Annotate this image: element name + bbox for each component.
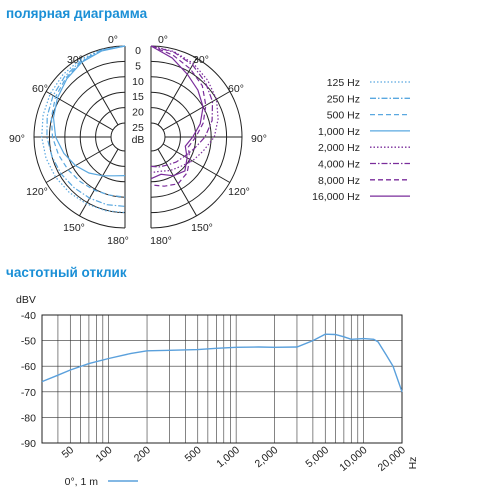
polar-legend-label: 16,000 Hz <box>312 191 360 203</box>
polar-left-spoke <box>79 148 119 217</box>
polar-angle-label: 180° <box>150 235 172 247</box>
polar-series-line <box>150 45 214 168</box>
polar-series-line <box>150 45 207 187</box>
polar-left-spoke <box>79 57 119 126</box>
polar-right-spoke <box>162 143 231 183</box>
fr-y-axis-label: dBV <box>16 294 36 306</box>
polar-legend-label: 2,000 Hz <box>318 142 360 154</box>
polar-legend-label: 250 Hz <box>327 93 360 105</box>
polar-legend-label: 8,000 Hz <box>318 175 360 187</box>
frequency-response-chart: -40 -50 -60 -70 -80 -90 dBV 50 100 200 500 1,000 2,0… <box>16 294 419 488</box>
polar-legend-label: 500 Hz <box>327 110 360 122</box>
polar-radial-tick-label: 15 <box>132 91 144 103</box>
fr-x-tick-label: 10,000 <box>337 444 369 474</box>
polar-radial-axis-label: dB <box>132 134 145 146</box>
polar-series-line <box>41 45 126 214</box>
polar-left-ring <box>110 122 126 152</box>
fr-x-tick-label: 200 <box>132 444 153 465</box>
polar-angle-label: 180° <box>107 235 129 247</box>
polar-right-ring <box>150 122 166 152</box>
polar-radial-tick-label: 5 <box>135 60 141 72</box>
polar-series-line <box>52 45 126 177</box>
polar-angle-label: 60° <box>32 83 48 95</box>
fr-x-tick-label: 50 <box>60 444 77 461</box>
fr-x-tick-label: 1,000 <box>214 444 242 470</box>
polar-angle-label: 90° <box>251 133 267 145</box>
fr-x-axis-label: Hz <box>407 457 419 470</box>
polar-left-grid <box>33 45 126 229</box>
fr-y-tick-label: -40 <box>21 310 36 322</box>
polar-legend-label: 4,000 Hz <box>318 159 360 171</box>
frequency-response-title: частотный отклик <box>6 265 127 280</box>
fr-y-tick-label: -60 <box>21 361 36 373</box>
polar-right-spoke <box>162 91 231 131</box>
polar-angle-label: 90° <box>9 133 25 145</box>
polar-series-line <box>46 45 126 207</box>
polar-center-band <box>126 42 150 232</box>
fr-y-tick-label: -70 <box>21 387 36 399</box>
polar-radial-tick-label: 25 <box>132 122 144 134</box>
polar-angle-label: 60° <box>228 83 244 95</box>
fr-y-tick-label: -50 <box>21 336 36 348</box>
polar-angle-label: 30° <box>193 54 209 66</box>
polar-legend-label: 125 Hz <box>327 77 360 89</box>
polar-series-line <box>150 45 219 174</box>
fr-x-tick-label: 500 <box>183 444 204 465</box>
polar-left-spoke <box>45 143 114 183</box>
polar-angle-label: 120° <box>228 186 250 198</box>
polar-legend-label: 1,000 Hz <box>318 126 360 138</box>
polar-diagram-title: полярная диаграмма <box>6 6 148 21</box>
polar-series-line <box>150 45 204 180</box>
fr-plot-frame <box>41 314 403 444</box>
polar-right-spoke <box>157 148 197 217</box>
fr-x-tick-label: 100 <box>93 444 114 465</box>
polar-angle-label: 150° <box>63 222 85 234</box>
fr-y-tick-label: -90 <box>21 438 36 450</box>
polar-angle-label: 150° <box>191 222 213 234</box>
polar-series-line <box>50 45 126 198</box>
polar-radial-tick-label: 20 <box>132 107 144 119</box>
polar-right-grid <box>150 45 243 229</box>
polar-angle-label: 0° <box>158 34 168 46</box>
fr-legend-label: 0°, 1 m <box>65 476 99 488</box>
fr-x-tick-label: 2,000 <box>253 444 281 470</box>
polar-angle-label: 120° <box>26 186 48 198</box>
polar-right-spoke <box>157 57 197 126</box>
fr-x-tick-label: 5,000 <box>303 444 331 470</box>
fr-x-tick-label: 20,000 <box>376 444 408 474</box>
polar-angle-label: 0° <box>108 34 118 46</box>
polar-radial-tick-label: 0 <box>135 45 141 57</box>
polar-radial-tick-label: 10 <box>132 76 144 88</box>
fr-y-tick-label: -80 <box>21 412 36 424</box>
fr-series-line <box>41 333 403 393</box>
